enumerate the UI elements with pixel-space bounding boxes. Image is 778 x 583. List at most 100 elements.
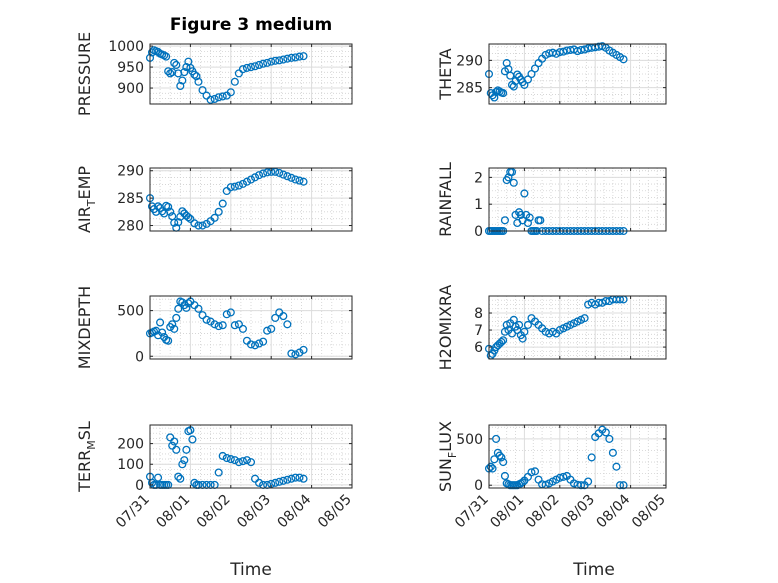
data-point	[226, 183, 235, 192]
data-point	[612, 462, 621, 471]
data-point	[594, 298, 603, 307]
data-point	[615, 481, 625, 490]
data-point	[194, 304, 203, 313]
data-point	[255, 478, 264, 487]
data-point	[525, 213, 534, 222]
data-point	[500, 216, 509, 225]
data-point	[184, 213, 193, 222]
data-point	[190, 478, 199, 487]
data-point	[569, 479, 579, 488]
data-point	[250, 474, 260, 483]
data-point	[194, 77, 203, 86]
data-point	[172, 313, 181, 322]
data-point	[178, 460, 187, 469]
data-point	[202, 315, 211, 324]
data-point	[291, 350, 300, 359]
figure-title: Figure 3 medium	[170, 15, 332, 35]
data-point	[520, 80, 529, 89]
data-point	[186, 214, 195, 223]
data-point	[580, 314, 589, 323]
data-point	[283, 475, 292, 484]
y-tick-label: 290	[117, 164, 144, 180]
data-point	[182, 445, 191, 454]
data-point	[527, 468, 536, 477]
y-tick-label: 2	[474, 170, 483, 186]
data-point	[238, 179, 247, 188]
data-point	[515, 320, 524, 329]
data-point	[287, 173, 296, 182]
data-point	[287, 349, 296, 358]
data-point	[507, 167, 517, 177]
data-point	[279, 476, 288, 485]
data-point	[246, 175, 256, 184]
data-point	[226, 308, 235, 317]
subplot-pressure: 900 950 1000 PRESSURE	[75, 32, 353, 116]
data-point	[234, 320, 243, 329]
data-point	[230, 456, 239, 465]
data-point	[234, 181, 243, 190]
y-tick-label: 500	[117, 304, 144, 320]
data-point	[576, 481, 586, 490]
data-point	[291, 473, 300, 482]
data-point	[180, 456, 189, 465]
data-point	[490, 455, 499, 464]
y-tick-label: 290	[456, 53, 483, 69]
data-point	[234, 458, 243, 467]
data-point	[214, 468, 223, 477]
data-point	[559, 472, 568, 481]
data-point	[246, 458, 256, 467]
data-point	[164, 336, 173, 345]
data-point	[190, 219, 199, 228]
y-axis-label: THETA	[436, 48, 455, 100]
data-point	[299, 345, 308, 354]
data-point	[283, 320, 292, 329]
data-point	[263, 58, 272, 67]
data-point	[271, 478, 280, 487]
data-point	[198, 86, 207, 95]
data-point	[156, 318, 165, 327]
plot-area	[489, 425, 666, 488]
data-point	[509, 178, 518, 187]
x-axis-label-left: Time	[229, 560, 272, 580]
data-point	[259, 169, 268, 178]
data-point	[516, 210, 525, 219]
axes-box	[488, 295, 667, 360]
data-point	[279, 55, 288, 64]
data-point	[536, 216, 545, 225]
data-point	[198, 221, 207, 230]
data-point	[172, 445, 181, 454]
data-point	[174, 472, 183, 481]
data-point	[499, 89, 508, 98]
data-point	[164, 202, 173, 211]
data-point	[192, 72, 201, 81]
y-tick-label: 0	[135, 349, 144, 365]
data-point	[295, 52, 304, 61]
data-point	[166, 207, 175, 216]
data-point	[230, 321, 239, 330]
data-point	[246, 63, 256, 72]
data-point	[295, 473, 304, 482]
data-point	[202, 91, 211, 100]
data-point	[170, 218, 179, 227]
data-point	[242, 177, 252, 186]
data-point	[499, 458, 508, 467]
y-tick-label: 6	[474, 340, 483, 356]
data-point	[527, 69, 536, 79]
data-point	[180, 68, 189, 77]
data-point	[283, 54, 292, 63]
plot-area	[150, 168, 352, 231]
data-point	[275, 168, 284, 177]
data-point	[295, 176, 304, 185]
subplot-mixdepth: 0 500 MIXDEPTH	[75, 286, 353, 369]
data-point	[492, 434, 501, 443]
data-point	[287, 474, 296, 483]
data-point	[495, 451, 504, 460]
data-point	[182, 63, 191, 72]
data-point	[222, 310, 231, 319]
y-axis-label: PRESSURE	[75, 32, 94, 116]
data-point	[188, 435, 197, 444]
data-point	[520, 327, 529, 336]
data-point	[210, 213, 219, 222]
y-axis-label: AIRTEMP	[75, 166, 98, 233]
